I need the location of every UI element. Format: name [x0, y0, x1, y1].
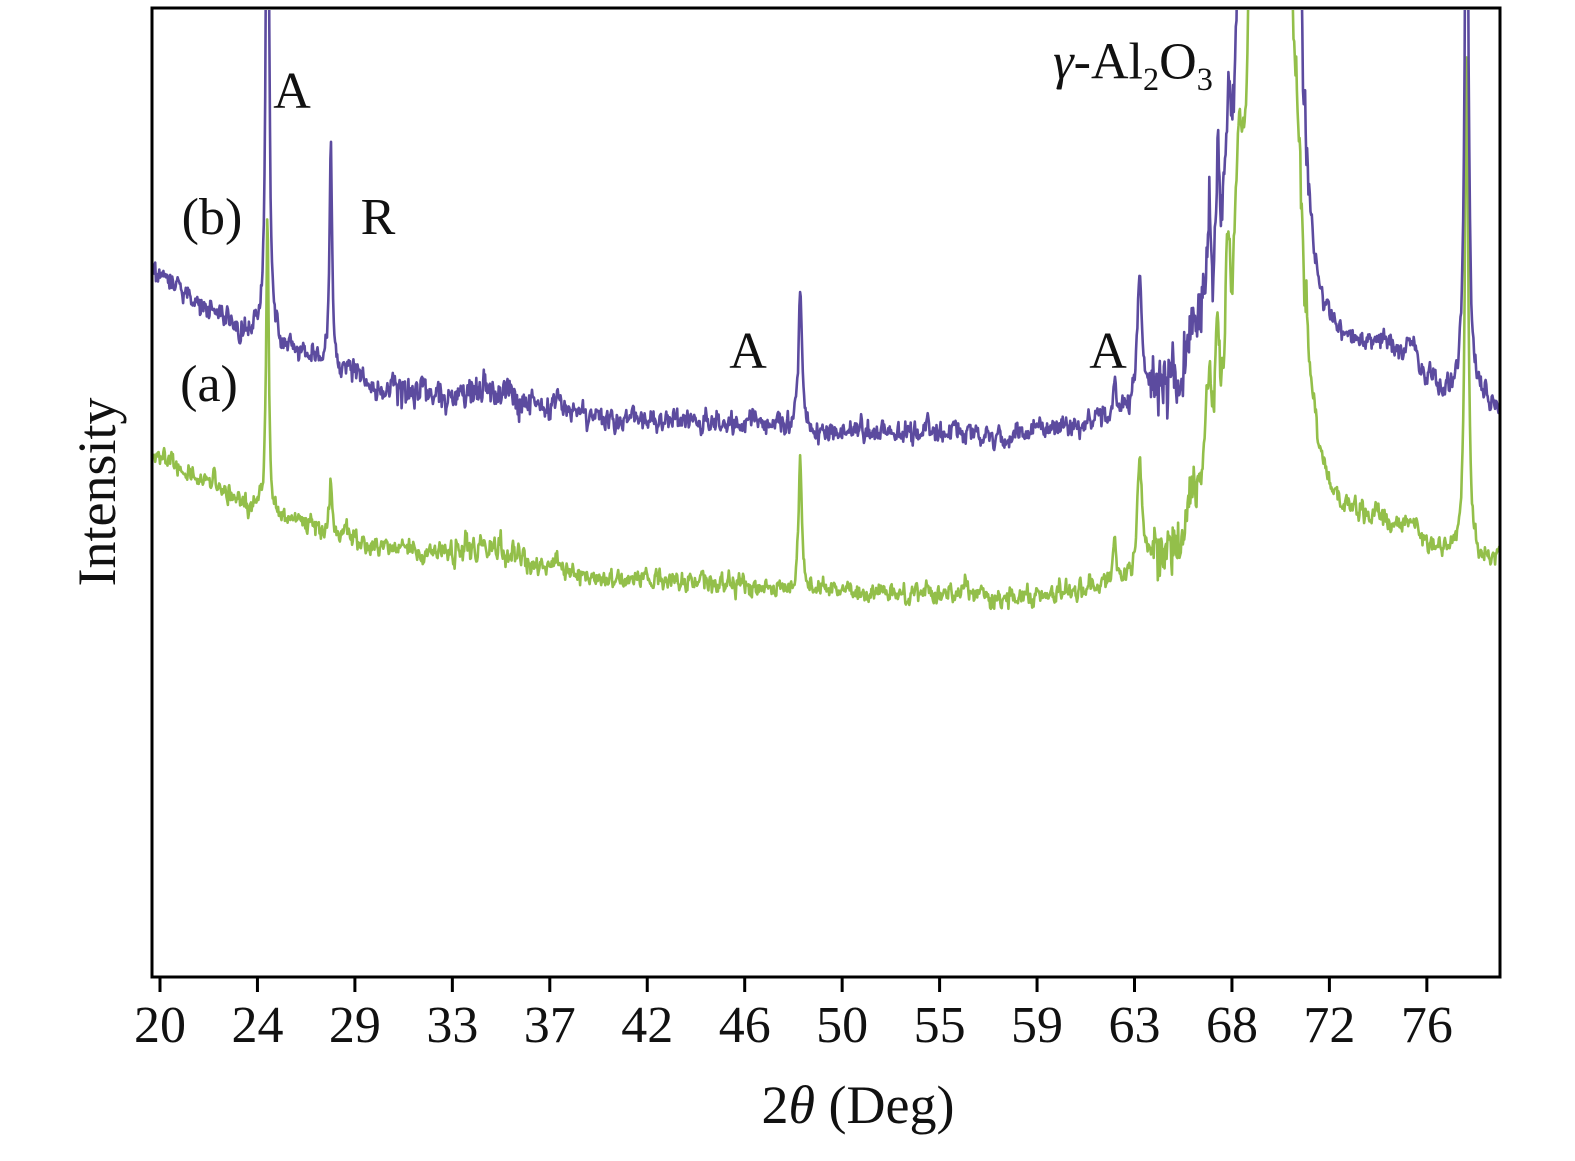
peak-label-rutile: R — [360, 189, 396, 246]
x-axis-title-prefix: 2 — [761, 1075, 789, 1135]
x-tick-label: 46 — [718, 997, 771, 1054]
peak-label-anatase-1: A — [273, 63, 311, 120]
theta-symbol: θ — [788, 1075, 816, 1135]
x-tick-label: 24 — [231, 997, 284, 1054]
peak-label-anatase-3: A — [1089, 323, 1127, 380]
x-tick-label: 42 — [621, 997, 674, 1054]
x-tick-label: 76 — [1400, 997, 1453, 1054]
x-axis-title: 2θ (Deg) — [762, 1078, 955, 1132]
formula-al-subscript: 2 — [1143, 61, 1160, 98]
x-tick-label: 55 — [913, 997, 966, 1054]
series-label-b: (b) — [181, 189, 243, 246]
x-tick-label: 68 — [1205, 997, 1258, 1054]
phase-label-gamma-alumina: γ-Al2O3 — [1053, 33, 1213, 98]
y-axis-title: Intensity — [67, 397, 127, 587]
x-tick-label: 50 — [816, 997, 869, 1054]
x-tick-label: 37 — [523, 997, 576, 1054]
x-axis-title-suffix: (Deg) — [815, 1075, 955, 1135]
trace-a — [153, 10, 1499, 611]
x-tick-label: 59 — [1011, 997, 1064, 1054]
series-label-a: (a) — [180, 356, 238, 413]
trace-b — [153, 10, 1499, 452]
formula-o-subscript: 3 — [1196, 61, 1213, 98]
formula-o: O — [1159, 33, 1197, 91]
formula-al: -Al — [1073, 33, 1144, 91]
x-tick-label: 63 — [1108, 997, 1161, 1054]
x-tick-label: 20 — [134, 997, 186, 1054]
x-tick-label: 72 — [1303, 997, 1356, 1054]
x-tick-label: 29 — [328, 997, 381, 1054]
peak-label-anatase-2: A — [729, 323, 767, 380]
gamma-symbol: γ — [1053, 33, 1074, 91]
x-tick-label: 33 — [426, 997, 479, 1054]
plot-border — [150, 6, 1502, 979]
